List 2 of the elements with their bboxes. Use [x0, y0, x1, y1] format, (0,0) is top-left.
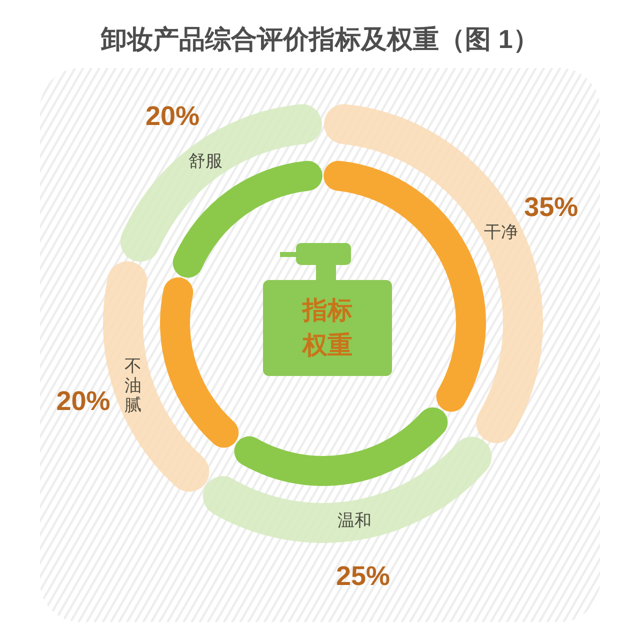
title: 卸妆产品综合评价指标及权重（图 1） [101, 24, 539, 54]
annotation: 指标权重 [302, 296, 352, 360]
